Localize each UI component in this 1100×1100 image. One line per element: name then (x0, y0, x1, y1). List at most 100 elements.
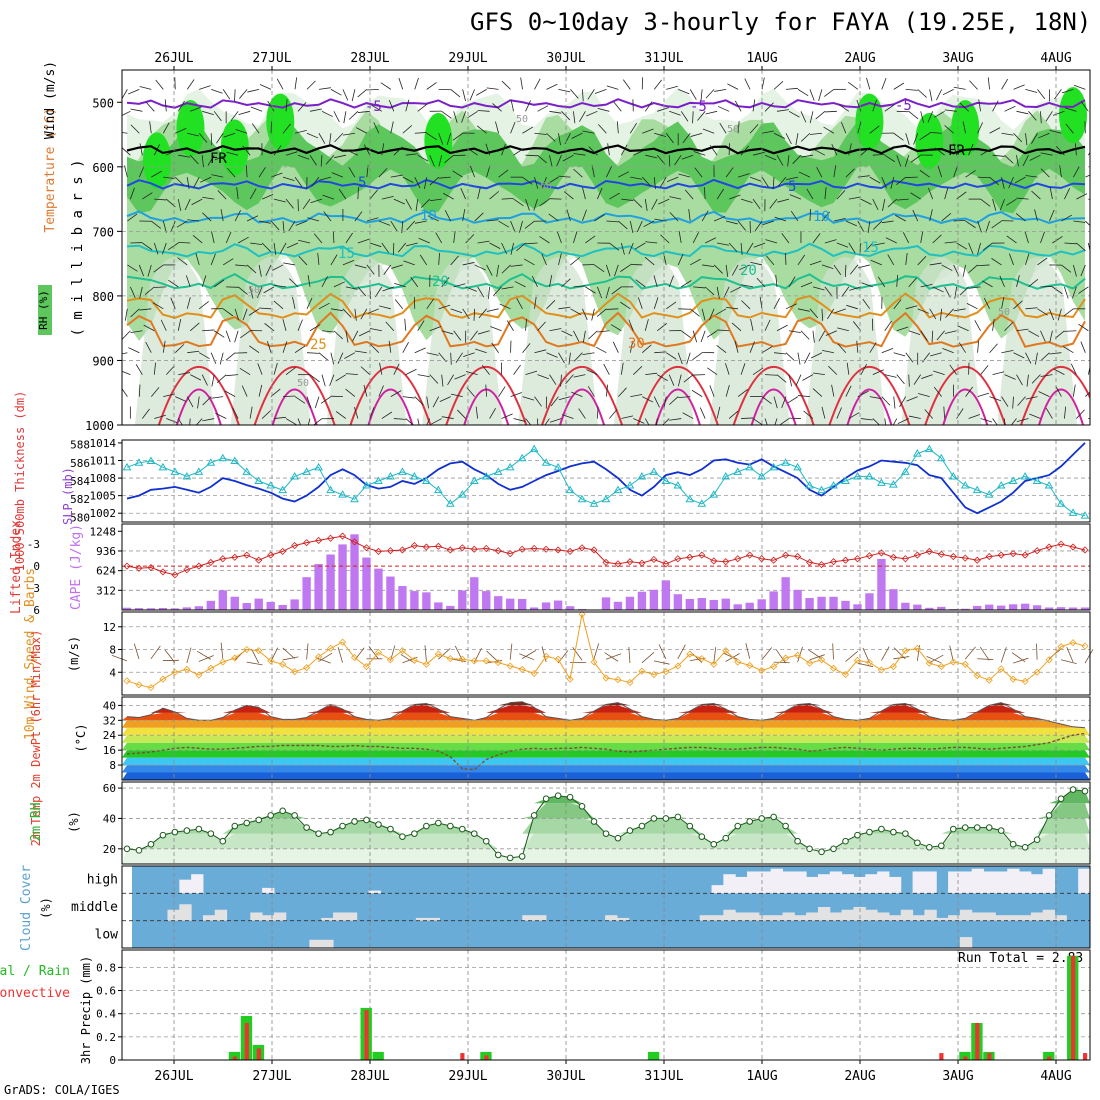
cloud-level-label: low (95, 927, 119, 942)
cape-bar (709, 599, 718, 610)
wind-barb (1017, 396, 1026, 406)
wind-barb (239, 89, 248, 99)
wind-barb (704, 237, 717, 244)
wind-barb (144, 286, 155, 295)
cloud-cell-high (1030, 874, 1044, 894)
cloud-cell-high (1042, 868, 1056, 894)
wind-barb (258, 384, 263, 397)
wind-barb (828, 365, 838, 375)
wind-barb (571, 132, 583, 139)
wind10-barb (1036, 643, 1038, 660)
lifted-index-line (126, 535, 1086, 576)
wind-barb (162, 220, 167, 233)
wind-barb (788, 276, 796, 288)
wind-barb (977, 340, 980, 353)
wind-barb (788, 374, 793, 387)
wind-barb (348, 166, 356, 178)
wind-barb (385, 321, 395, 332)
wind-barb (702, 264, 715, 267)
wind-barb (353, 406, 359, 419)
wind-barb (606, 85, 619, 90)
wind-barb (666, 176, 679, 183)
wind-barb (1008, 176, 1014, 189)
wind-barb (381, 242, 390, 254)
wind-barb (795, 374, 802, 386)
wind-barb (846, 304, 858, 310)
wind-barb (618, 171, 630, 178)
wind10-speed-marker (279, 660, 287, 668)
wind10-barb (628, 646, 631, 664)
thickness-marker (589, 499, 599, 507)
rh2m-marker (926, 843, 933, 851)
cloud-label: Cloud Cover (19, 865, 34, 951)
wind-barb (360, 366, 371, 375)
wind-barb (953, 308, 966, 312)
wind-barb (1026, 374, 1029, 387)
wind-barb (274, 416, 287, 419)
cape-bar (649, 589, 659, 610)
thickness-marker (685, 494, 695, 503)
wind-barb (1013, 352, 1025, 359)
thickness-marker (901, 467, 910, 475)
wind-barb (147, 264, 152, 277)
wind-barb (908, 277, 917, 288)
wind-barb (812, 388, 823, 397)
cape-label: CAPE (J/kg) (69, 524, 84, 610)
wind-barb (348, 111, 359, 120)
wind-barb (366, 217, 379, 222)
cape-bar (482, 591, 491, 610)
wind-barb (860, 363, 867, 375)
thickness-marker (362, 481, 371, 489)
wind-barb (485, 143, 490, 156)
wind-barb (128, 347, 140, 354)
wind-barb (510, 99, 514, 112)
wind-barb (477, 240, 490, 244)
lifted-index-marker (315, 536, 323, 545)
wind-barb (605, 166, 612, 178)
wind-barb (1001, 296, 1005, 309)
cape-bar (506, 598, 515, 610)
cloud-cell-middle (888, 915, 902, 921)
wind-barb (902, 232, 910, 244)
wind-barb (825, 330, 838, 336)
wind-barb (658, 198, 670, 205)
thickness-marker (984, 490, 994, 498)
wind-barb (845, 385, 852, 397)
wind-barb (213, 330, 225, 338)
precip-total-label: Total / Rain (0, 964, 70, 979)
cloud-cell-high (711, 885, 724, 894)
wind-barb (285, 151, 298, 156)
wind-barb (513, 148, 524, 156)
rh-lowlevel-shade (901, 257, 982, 425)
wind-barb (155, 79, 164, 90)
wind-barb (787, 396, 799, 404)
cloud-cell-middle (971, 912, 985, 921)
wind-barb (716, 406, 721, 419)
wind10-speed-marker (997, 665, 1005, 673)
wind-barb (726, 306, 739, 310)
wind-barb (288, 220, 296, 232)
wind10-speed-marker (327, 644, 335, 652)
wind10-barb (438, 648, 451, 660)
cloud-cell-middle (273, 912, 287, 921)
wind-barb (709, 308, 715, 321)
wind-barb (831, 384, 835, 397)
wind-barb (644, 418, 650, 425)
wind-barb (836, 190, 846, 200)
wind-barb (1016, 374, 1023, 386)
wind-barb (354, 264, 367, 269)
wind-barb (1052, 236, 1063, 244)
cape-bar (769, 591, 778, 610)
wind-barb (398, 77, 404, 90)
wind-barb (122, 132, 128, 134)
wind-barb (495, 121, 499, 134)
wind-barb (716, 286, 720, 299)
wind-barb (1064, 286, 1069, 299)
wind-barb (929, 89, 933, 102)
rh2m-marker (854, 831, 861, 839)
cape-bar (266, 601, 275, 610)
wind-barb (313, 233, 323, 244)
thickness-marker (865, 471, 874, 480)
wind-barb (270, 172, 283, 178)
